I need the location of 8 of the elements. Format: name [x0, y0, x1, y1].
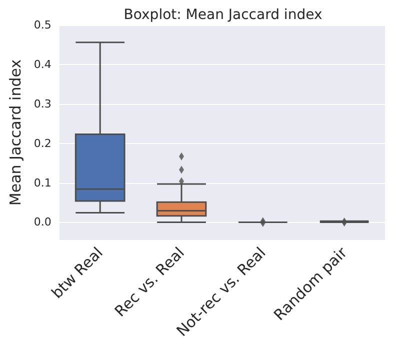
y-tick-label: 0.4	[34, 58, 52, 71]
y-axis-title: Mean Jaccard index	[6, 59, 24, 206]
y-tick-label: 0.5	[34, 18, 52, 32]
y-tick-label: 0.1	[34, 176, 52, 190]
y-tick-label: 0.3	[34, 97, 52, 110]
y-tick-label: 0.0	[34, 216, 52, 229]
chart-title: Boxplot: Mean Jaccard index	[124, 7, 322, 23]
y-tick-label: 0.2	[34, 136, 52, 150]
